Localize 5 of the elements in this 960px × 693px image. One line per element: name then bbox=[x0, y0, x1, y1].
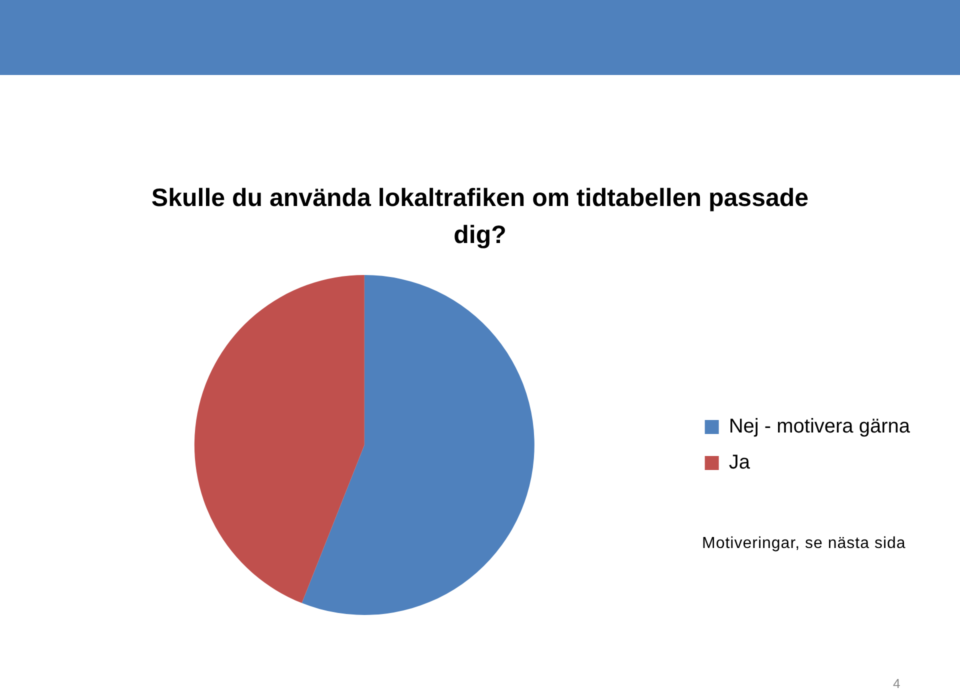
chart-title: Skulle du använda lokaltrafiken om tidtabellen passade dig? bbox=[150, 183, 810, 251]
legend-label: Nej - motivera gärna bbox=[728, 416, 911, 438]
text: Motiveringar, se nästa sida bbox=[702, 535, 906, 553]
text: 4 bbox=[893, 676, 900, 691]
legend-label: Ja bbox=[728, 452, 751, 474]
